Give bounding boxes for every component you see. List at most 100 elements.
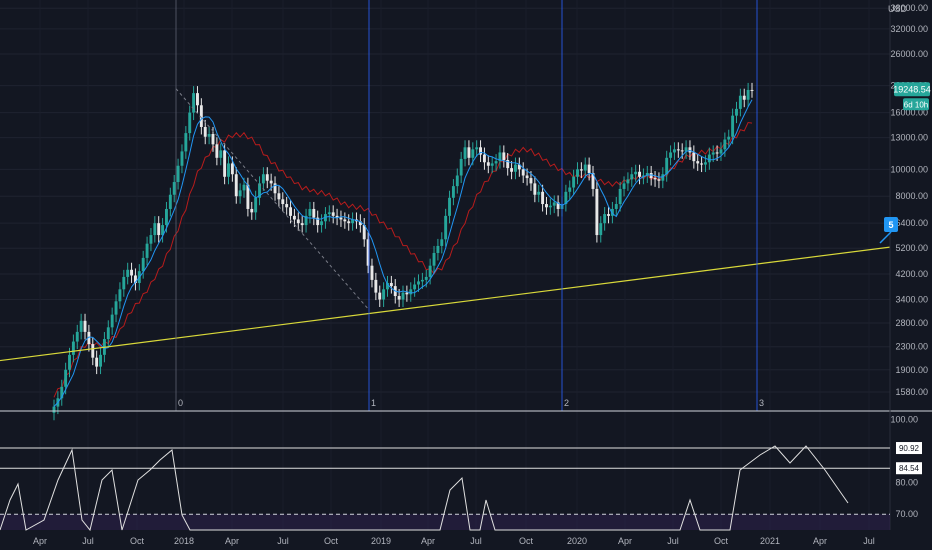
candle bbox=[653, 178, 657, 180]
last-price-badge bbox=[894, 82, 930, 97]
candle bbox=[308, 208, 312, 216]
candle bbox=[75, 331, 79, 342]
candle bbox=[184, 133, 188, 152]
candle bbox=[130, 269, 134, 276]
candle bbox=[607, 214, 610, 216]
time-axis-label: Oct bbox=[324, 536, 339, 546]
candle bbox=[389, 282, 393, 287]
candle bbox=[661, 174, 665, 181]
candle bbox=[436, 245, 440, 253]
time-axis-label: Oct bbox=[714, 536, 729, 546]
candle bbox=[126, 269, 130, 277]
time-axis-label: Oct bbox=[130, 536, 145, 546]
candle bbox=[133, 275, 137, 283]
candle bbox=[746, 89, 750, 100]
rsi-level-badge bbox=[896, 442, 922, 455]
marker-badge bbox=[884, 217, 898, 232]
candle bbox=[482, 154, 486, 163]
candle bbox=[347, 221, 351, 224]
time-axis-label: Jul bbox=[82, 536, 94, 546]
candle bbox=[595, 188, 599, 236]
candle bbox=[603, 214, 607, 224]
marker-label: 5 bbox=[888, 220, 893, 230]
candle bbox=[289, 207, 292, 216]
price-axis-label: 4200.00 bbox=[895, 269, 928, 279]
candle bbox=[52, 406, 56, 413]
candle bbox=[141, 257, 145, 272]
candle bbox=[145, 243, 149, 258]
candle bbox=[180, 151, 184, 166]
candle bbox=[576, 169, 579, 177]
candle bbox=[552, 202, 556, 206]
candle bbox=[99, 354, 102, 367]
candle bbox=[738, 95, 742, 109]
rsi-band bbox=[0, 514, 890, 530]
candle bbox=[285, 204, 289, 208]
candle bbox=[533, 183, 537, 195]
time-axis-label: Jul bbox=[470, 536, 482, 546]
rsi-level-badge bbox=[896, 462, 922, 475]
candle bbox=[479, 147, 483, 155]
candle bbox=[223, 150, 227, 177]
candle bbox=[176, 165, 180, 183]
candle bbox=[265, 174, 269, 181]
time-axis-label: Jul bbox=[863, 536, 875, 546]
time-axis-label: Apr bbox=[225, 536, 239, 546]
time-axis-label: 2018 bbox=[174, 536, 194, 546]
candle bbox=[95, 357, 99, 367]
candle bbox=[331, 212, 335, 216]
candle bbox=[71, 341, 75, 355]
candle bbox=[254, 197, 258, 213]
candle bbox=[207, 133, 211, 137]
candle bbox=[316, 217, 320, 226]
cycle-label: 0 bbox=[178, 398, 183, 408]
candle bbox=[521, 169, 525, 176]
candle bbox=[339, 217, 343, 220]
countdown-label: 6d 10h bbox=[904, 100, 928, 109]
candle bbox=[188, 112, 192, 134]
candle bbox=[211, 133, 215, 145]
candle bbox=[300, 223, 304, 226]
candle bbox=[382, 289, 386, 300]
candle bbox=[312, 208, 316, 218]
candle bbox=[83, 320, 87, 332]
candle bbox=[428, 265, 432, 277]
candle bbox=[568, 187, 572, 192]
candle bbox=[696, 161, 700, 164]
price-axis-label: 3400.00 bbox=[895, 295, 928, 305]
countdown-badge bbox=[903, 98, 929, 111]
time-axis-label: 2020 bbox=[567, 536, 587, 546]
time-axis-label: Apr bbox=[33, 536, 47, 546]
candle bbox=[277, 193, 281, 200]
price-axis-label: 2300.00 bbox=[895, 342, 928, 352]
candle bbox=[246, 184, 250, 209]
candle bbox=[374, 279, 378, 293]
candle bbox=[638, 171, 641, 177]
candle bbox=[320, 221, 324, 226]
candle bbox=[432, 252, 436, 266]
candle bbox=[362, 225, 366, 240]
time-axis-label: Apr bbox=[813, 536, 827, 546]
dashed-projection-line bbox=[175, 88, 369, 310]
candle bbox=[641, 175, 645, 177]
candle bbox=[91, 344, 95, 358]
candle bbox=[413, 284, 417, 290]
candle bbox=[719, 149, 723, 154]
rsi-axis-label: 100.00 bbox=[890, 414, 918, 424]
candle bbox=[401, 292, 405, 300]
candle bbox=[498, 152, 502, 162]
candle bbox=[110, 314, 114, 328]
candle bbox=[238, 190, 242, 197]
candle bbox=[742, 95, 746, 100]
candle bbox=[261, 174, 265, 184]
candle bbox=[405, 292, 409, 295]
candle bbox=[510, 168, 514, 172]
time-axis-label: Jul bbox=[667, 536, 679, 546]
candle bbox=[234, 174, 238, 197]
candle bbox=[420, 279, 424, 282]
candle bbox=[219, 150, 223, 158]
candle bbox=[358, 221, 362, 226]
candle bbox=[386, 282, 389, 290]
price-axis-label: 6400.00 bbox=[895, 218, 928, 228]
